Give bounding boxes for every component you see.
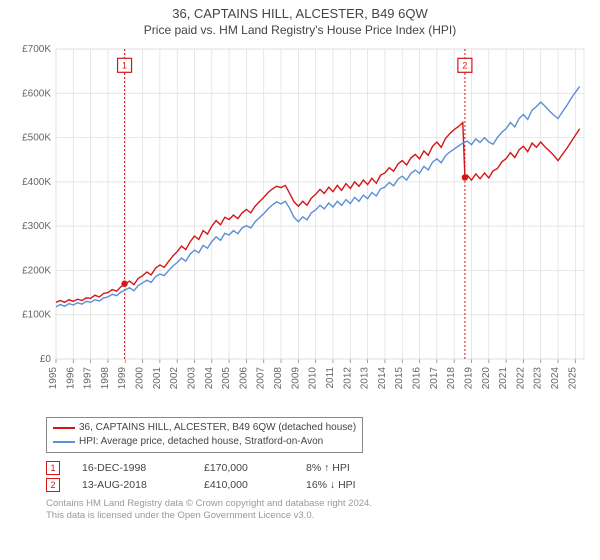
events-table: 1 16-DEC-1998 £170,000 8% ↑ HPI 2 13-AUG-2018… — [46, 461, 592, 492]
legend-swatch — [53, 427, 75, 429]
x-tick-label: 2002 — [169, 367, 180, 390]
event-marker-label: 2 — [462, 60, 467, 70]
legend-item: HPI: Average price, detached house, Stra… — [53, 435, 356, 449]
x-tick-label: 1997 — [83, 367, 94, 390]
x-tick-label: 2004 — [204, 367, 215, 390]
x-tick-label: 2012 — [342, 367, 353, 390]
x-tick-label: 2011 — [325, 367, 336, 389]
event-row: 1 16-DEC-1998 £170,000 8% ↑ HPI — [46, 461, 592, 475]
x-tick-label: 2019 — [463, 367, 474, 390]
x-tick-label: 2007 — [256, 367, 267, 390]
x-tick-label: 2025 — [567, 367, 578, 390]
event-price: £410,000 — [204, 479, 284, 491]
x-tick-label: 1995 — [48, 367, 59, 390]
event-point — [462, 174, 468, 180]
event-price: £170,000 — [204, 462, 284, 474]
y-tick-label: £300K — [22, 221, 51, 232]
chart: £0 £100K £200K £300K £400K £500K £600K £700K 199… — [8, 43, 592, 413]
x-tick-label: 2001 — [152, 367, 163, 390]
x-tick-label: 2009 — [290, 367, 301, 390]
series-hpi — [56, 87, 580, 307]
event-hpi: 8% ↑ HPI — [306, 462, 396, 474]
event-num-box: 2 — [46, 478, 60, 492]
x-tick-label: 2006 — [238, 367, 249, 390]
legend: 36, CAPTAINS HILL, ALCESTER, B49 6QW (de… — [46, 417, 363, 453]
event-date: 13-AUG-2018 — [82, 479, 182, 491]
y-tick-label: £500K — [22, 133, 51, 144]
chart-subtitle: Price paid vs. HM Land Registry's House … — [8, 23, 592, 37]
event-point — [121, 281, 127, 287]
footer-line-1: Contains HM Land Registry data © Crown c… — [46, 498, 592, 510]
footer-line-2: This data is licensed under the Open Gov… — [46, 510, 592, 522]
x-tick-label: 2018 — [446, 367, 457, 390]
x-tick-label: 2016 — [412, 367, 423, 390]
x-tick-label: 2010 — [308, 367, 319, 390]
event-marker-label: 1 — [122, 60, 127, 70]
x-tick-label: 2022 — [515, 367, 526, 390]
x-tick-label: 2021 — [498, 367, 509, 390]
y-tick-label: £600K — [22, 88, 51, 99]
x-tick-label: 1996 — [65, 367, 76, 390]
x-tick-label: 2020 — [481, 367, 492, 390]
x-tick-label: 2008 — [273, 367, 284, 390]
event-date: 16-DEC-1998 — [82, 462, 182, 474]
chart-title: 36, CAPTAINS HILL, ALCESTER, B49 6QW — [8, 6, 592, 21]
y-tick-label: £100K — [22, 310, 51, 321]
series-price_paid — [56, 123, 580, 303]
y-tick-label: £200K — [22, 265, 51, 276]
legend-label: 36, CAPTAINS HILL, ALCESTER, B49 6QW (de… — [79, 421, 356, 435]
x-tick-label: 1999 — [117, 367, 128, 390]
event-num-box: 1 — [46, 461, 60, 475]
footer-attr: Contains HM Land Registry data © Crown c… — [46, 498, 592, 523]
y-tick-label: £400K — [22, 177, 51, 188]
x-tick-label: 2017 — [429, 367, 440, 390]
event-row: 2 13-AUG-2018 £410,000 16% ↓ HPI — [46, 478, 592, 492]
x-tick-label: 2014 — [377, 367, 388, 390]
legend-label: HPI: Average price, detached house, Stra… — [79, 435, 323, 449]
legend-swatch — [53, 441, 75, 443]
y-tick-label: £700K — [22, 44, 51, 55]
x-tick-label: 2024 — [550, 367, 561, 390]
x-tick-label: 1998 — [100, 367, 111, 390]
x-tick-label: 2013 — [360, 367, 371, 390]
x-tick-label: 2023 — [533, 367, 544, 390]
x-tick-label: 2003 — [186, 367, 197, 390]
event-hpi: 16% ↓ HPI — [306, 479, 396, 491]
y-tick-label: £0 — [40, 354, 52, 365]
x-tick-label: 2005 — [221, 367, 232, 390]
x-tick-label: 2000 — [135, 367, 146, 390]
chart-svg: £0 £100K £200K £300K £400K £500K £600K £700K 199… — [8, 43, 592, 413]
x-tick-label: 2015 — [394, 367, 405, 390]
legend-item: 36, CAPTAINS HILL, ALCESTER, B49 6QW (de… — [53, 421, 356, 435]
